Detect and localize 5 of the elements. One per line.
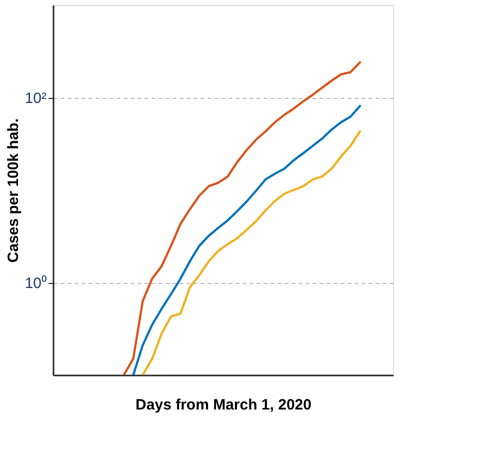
- y-tick-label: 10⁰: [24, 275, 46, 292]
- line-series: [122, 61, 362, 375]
- x-axis-title: Days from March 1, 2020: [136, 396, 312, 414]
- y-axis-title: Cases per 100k hab.: [4, 118, 22, 263]
- y-tick-label: 10²: [24, 90, 46, 107]
